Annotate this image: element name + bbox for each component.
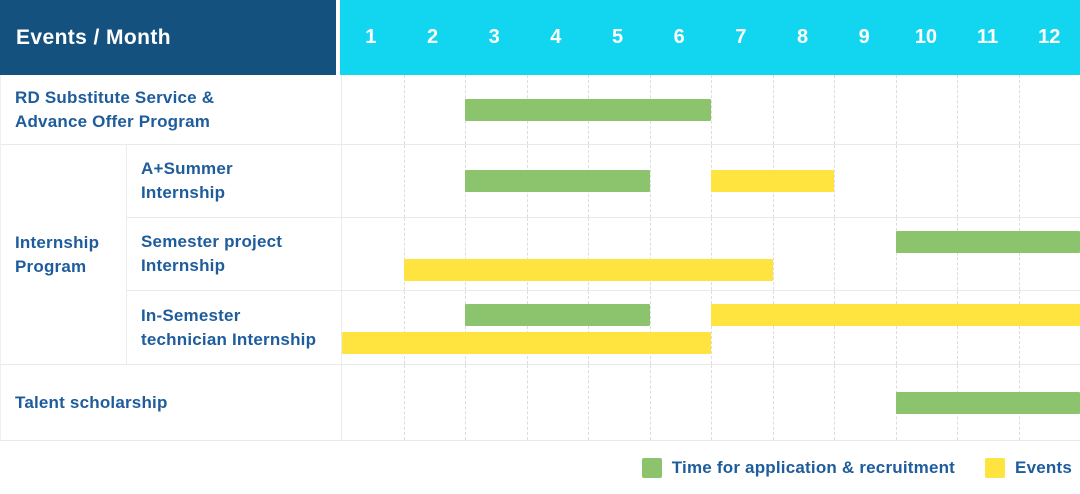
legend-item: Time for application & recruitment [641,458,956,478]
month-gridline [465,291,466,364]
table-header: Events / Month 1 2 3 4 5 6 7 8 9 10 11 12 [0,0,1080,75]
green-legend-swatch [641,458,662,478]
row-label: Semester project Internship [141,232,283,275]
month-gridline [403,291,405,364]
row-timeline [341,218,1080,290]
month-gridline [834,218,835,290]
month-gridline [649,291,651,364]
month-header-cell: 12 [1038,26,1061,48]
group-label: Internship Program [15,232,100,276]
month-gridline [588,365,589,440]
month-header-cell: 6 [673,26,685,48]
month-gridline [649,145,651,217]
row-label: In-Semester technician Internship [141,305,317,349]
event-bar [403,259,773,281]
month-gridline [403,145,405,217]
month-gridline [834,365,835,440]
month-gridline [403,218,405,290]
month-gridline [711,75,712,144]
recruitment-bar [465,98,711,121]
month-gridline [772,75,774,144]
table-row-semester-project: Semester project Internship [126,218,1080,291]
month-header-cell: 8 [796,26,809,48]
row-label: A+Summer Internship [141,159,233,202]
month-gridline [649,365,651,440]
legend-label: Events [1015,458,1072,477]
month-gridline [588,291,589,364]
month-header-cell: 4 [550,26,562,48]
month-gridline [526,365,528,440]
event-bar [342,332,711,354]
month-header-cell: 7 [735,26,747,48]
month-header-cell: 9 [858,26,870,48]
month-header-cell: 10 [914,26,937,48]
row-timeline [341,75,1080,144]
month-header-cell: 2 [426,26,439,48]
month-gridline [772,291,774,364]
table-row-talent-scholarship: Talent scholarship [1,365,1080,441]
legend-item: Events [985,458,1072,478]
legend: Time for application & recruitment Events [0,441,1080,494]
month-gridline [895,145,897,217]
month-gridline [403,75,405,144]
recruitment-bar [465,304,650,326]
month-gridline [834,291,835,364]
month-gridline [403,365,405,440]
month-gridline [1018,218,1020,290]
event-bar [711,170,834,192]
month-gridline [957,145,958,217]
month-gridline [895,291,897,364]
month-gridline [465,218,466,290]
month-gridline [711,365,712,440]
table-row-rd-substitute: RD Substitute Service & Advance Offer Pr… [1,75,1080,145]
month-gridline [649,218,651,290]
month-gridline [526,218,528,290]
month-gridline [772,365,774,440]
month-gridline [711,218,712,290]
event-bar [711,304,1080,326]
yellow-legend-swatch [985,458,1006,478]
month-gridline [1018,145,1020,217]
month-gridline [957,75,958,144]
row-timeline [341,365,1080,440]
month-gridline [957,218,958,290]
table-row-in-semester-technician: In-Semester technician Internship [126,291,1080,364]
row-timeline [341,291,1080,364]
month-gridline [1018,75,1020,144]
recruitment-bar [895,391,1080,414]
month-gridline [957,291,958,364]
row-timeline [341,145,1080,217]
group-sub-rows: A+Summer Internship Semester project Int… [126,145,1080,364]
month-header-cell: 11 [976,26,999,48]
month-gridline [588,218,589,290]
month-header-cell: 5 [611,26,624,48]
recruitment-bar [465,170,650,192]
internship-program-group: Internship Program A+Summer Internship S… [1,145,1080,365]
month-header-cell: 1 [365,26,377,48]
month-gridline [1018,291,1020,364]
month-header-cell: 3 [488,26,500,48]
legend-label: Time for application & recruitment [671,458,956,477]
row-label: RD Substitute Service & Advance Offer Pr… [15,87,215,131]
gantt-body: RD Substitute Service & Advance Offer Pr… [0,75,1080,441]
month-gridline [465,365,466,440]
table-row-a-plus-summer: A+Summer Internship [126,145,1080,218]
month-header-row: 1 2 3 4 5 6 7 8 9 10 11 12 [340,0,1080,75]
header-divider [336,0,340,75]
month-gridline [834,145,835,217]
month-gridline [526,291,528,364]
row-label: Talent scholarship [15,392,168,412]
month-gridline [895,75,897,144]
month-gridline [711,291,712,364]
recruitment-bar [895,231,1080,253]
month-gridline [834,75,835,144]
table-title: Events / Month [0,0,336,75]
month-gridline [895,218,897,290]
month-gridline [772,218,774,290]
